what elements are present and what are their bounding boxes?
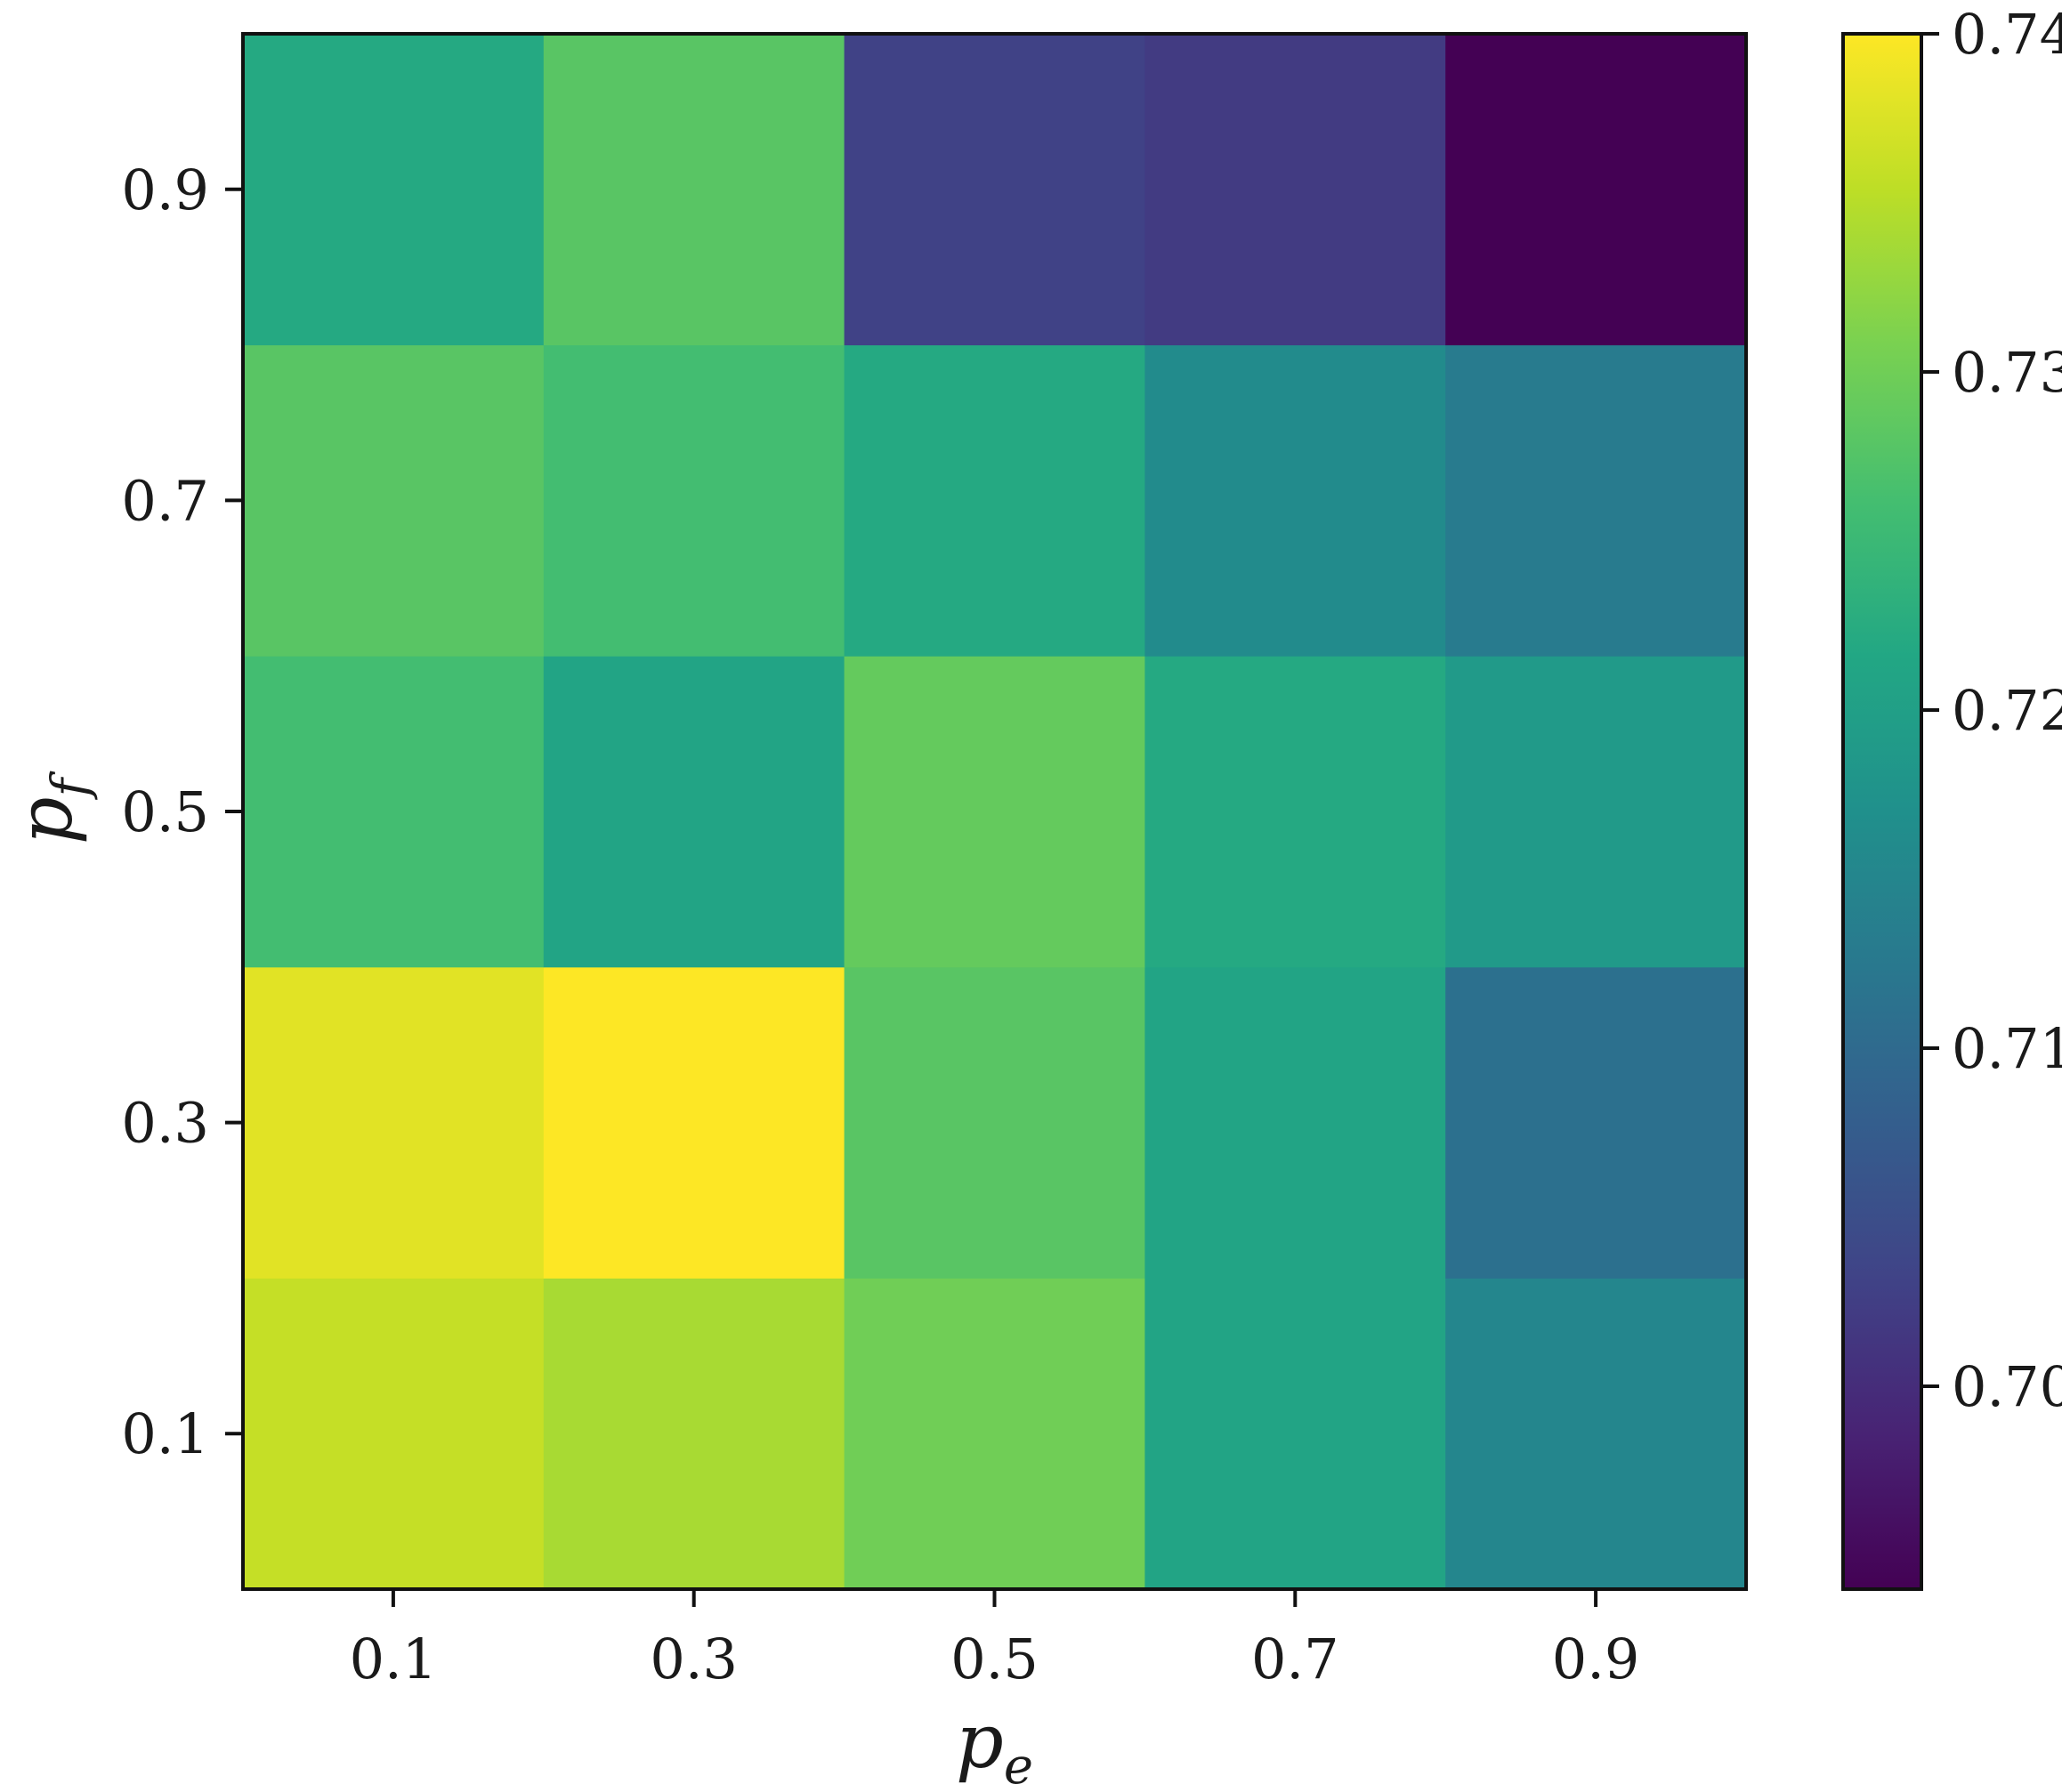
y-axis-ticks: 0.1 0.3 0.5 0.7 0.9 xyxy=(121,157,243,1466)
colorbar-tick-label: 0.74 xyxy=(1952,2,2062,67)
y-axis-title: pf xyxy=(2,770,100,844)
heatmap-cell-x0.1-y0.3 xyxy=(243,966,545,1279)
heatmap-cell-x0.7-y0.7 xyxy=(1144,344,1446,657)
heatmap-cell-x0.9-y0.7 xyxy=(1445,344,1747,657)
heatmap-cell-x0.3-y0.9 xyxy=(543,34,845,346)
heatmap-cell-x0.5-y0.7 xyxy=(844,344,1145,657)
heatmap-cell-x0.5-y0.9 xyxy=(844,34,1145,346)
heatmap-cell-x0.9-y0.9 xyxy=(1445,34,1747,346)
heatmap-cell-x0.1-y0.9 xyxy=(243,34,545,346)
heatmap-cell-x0.9-y0.5 xyxy=(1445,656,1747,968)
y-tick-label: 0.3 xyxy=(121,1091,209,1156)
colorbar: 0.70 0.71 0.72 0.73 0.74 xyxy=(1841,2,2062,1591)
heatmap-cell-x0.5-y0.1 xyxy=(844,1278,1145,1590)
colorbar-ticks: 0.70 0.71 0.72 0.73 0.74 xyxy=(1921,2,2062,1419)
y-tick-label: 0.5 xyxy=(121,779,209,844)
heatmap-cell-x0.9-y0.3 xyxy=(1445,966,1747,1279)
heatmap-cells xyxy=(243,34,1747,1590)
heatmap-cell-x0.3-y0.1 xyxy=(543,1278,845,1590)
heatmap-cell-x0.3-y0.7 xyxy=(543,344,845,657)
heatmap-cell-x0.3-y0.5 xyxy=(543,656,845,968)
x-axis-title: pe xyxy=(956,1698,1033,1792)
colorbar-tick-label: 0.71 xyxy=(1952,1016,2062,1081)
x-tick-label: 0.3 xyxy=(650,1627,738,1691)
colorbar-tick-label: 0.73 xyxy=(1952,340,2062,405)
x-axis-ticks: 0.1 0.3 0.5 0.7 0.9 xyxy=(350,1589,1640,1691)
y-tick-label: 0.7 xyxy=(121,468,209,533)
x-tick-label: 0.1 xyxy=(350,1627,438,1691)
heatmap-cell-x0.1-y0.7 xyxy=(243,344,545,657)
colorbar-gradient xyxy=(1843,34,1921,1589)
x-tick-label: 0.7 xyxy=(1251,1627,1339,1691)
heatmap-cell-x0.7-y0.9 xyxy=(1144,34,1446,346)
heatmap-cell-x0.7-y0.1 xyxy=(1144,1278,1446,1590)
colorbar-tick-label: 0.70 xyxy=(1952,1354,2062,1419)
y-tick-label: 0.9 xyxy=(121,157,209,222)
heatmap-cell-x0.9-y0.1 xyxy=(1445,1278,1747,1590)
x-tick-label: 0.9 xyxy=(1552,1627,1640,1691)
colorbar-tick-label: 0.72 xyxy=(1952,678,2062,743)
heatmap-cell-x0.5-y0.3 xyxy=(844,966,1145,1279)
heatmap-cell-x0.3-y0.3 xyxy=(543,966,845,1279)
heatmap-cell-x0.5-y0.5 xyxy=(844,656,1145,968)
y-tick-label: 0.1 xyxy=(121,1401,209,1466)
heatmap-cell-x0.7-y0.5 xyxy=(1144,656,1446,968)
heatmap-cell-x0.7-y0.3 xyxy=(1144,966,1446,1279)
heatmap-cell-x0.1-y0.1 xyxy=(243,1278,545,1590)
x-tick-label: 0.5 xyxy=(950,1627,1039,1691)
heatmap-cell-x0.1-y0.5 xyxy=(243,656,545,968)
colorbar-frame xyxy=(1841,32,1923,1591)
